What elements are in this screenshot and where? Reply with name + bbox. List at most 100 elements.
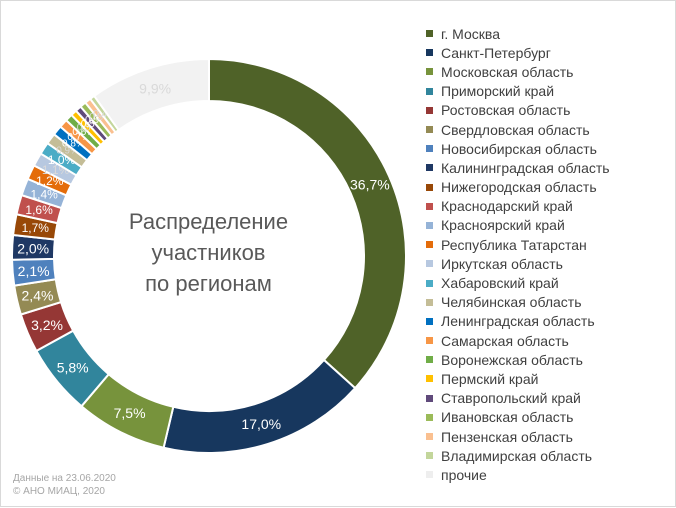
- donut-slice-label-6: 2,4%: [22, 287, 54, 303]
- legend-swatch: [426, 202, 433, 210]
- legend-label: г. Москва: [441, 25, 500, 42]
- legend-swatch: [426, 126, 433, 134]
- legend-swatch: [426, 183, 433, 191]
- legend-item-6: Свердловская область: [426, 120, 676, 139]
- legend-item-23: Владимирская область: [426, 446, 676, 465]
- donut-slice-label-20: 0,5%: [81, 119, 104, 130]
- legend-swatch: [426, 145, 433, 153]
- donut-slice-label-10: 1,6%: [25, 203, 53, 217]
- legend-item-11: Красноярский край: [426, 216, 676, 235]
- legend-item-13: Иркутская область: [426, 254, 676, 273]
- legend-swatch: [426, 68, 433, 76]
- donut-slice-label-23: 0,4%: [93, 109, 116, 120]
- donut-slice-label-15: 0,9%: [56, 146, 79, 157]
- legend-label: Пермский край: [441, 370, 539, 387]
- footnote-date: Данные на 23.06.2020: [13, 473, 116, 484]
- donut-slice-label-5: 3,2%: [31, 317, 63, 333]
- donut-slice-label-4: 5,8%: [57, 359, 89, 375]
- legend-item-9: Нижегородская область: [426, 178, 676, 197]
- legend-swatch: [426, 394, 433, 402]
- legend-swatch: [426, 106, 433, 114]
- legend-label: Самарская область: [441, 332, 569, 349]
- donut-slice-label-8: 2,0%: [17, 240, 49, 256]
- donut-slice-label-1: 36,7%: [350, 177, 390, 193]
- legend-item-19: Пермский край: [426, 369, 676, 388]
- chart-title-line-1: Распределение: [128, 209, 289, 234]
- footnote-copyright: © АНО МИАЦ, 2020: [13, 486, 105, 497]
- donut-slice-label-18: 0,6%: [72, 127, 95, 138]
- legend-label: Краснодарский край: [441, 198, 573, 215]
- chart-title-line-3: по регионам: [145, 271, 272, 296]
- legend-swatch: [426, 87, 433, 95]
- donut-slice-label-24: 9,9%: [139, 80, 171, 96]
- legend-swatch: [426, 260, 433, 268]
- legend-item-3: Московская область: [426, 62, 676, 81]
- donut-slice-label-21: 0,5%: [85, 115, 108, 126]
- legend-label: Ивановская область: [441, 409, 574, 426]
- legend-item-20: Ставропольский край: [426, 389, 676, 408]
- legend-swatch: [426, 452, 433, 460]
- donut-slice-label-3: 7,5%: [114, 405, 146, 421]
- legend-label: Ростовская область: [441, 102, 571, 119]
- legend-item-15: Челябинская область: [426, 293, 676, 312]
- legend-item-8: Калининградская область: [426, 158, 676, 177]
- legend-label: прочие: [441, 466, 487, 483]
- donut-slice-label-9: 1,7%: [22, 221, 50, 235]
- chart-title: Распределение участников по регионам: [101, 206, 316, 299]
- legend-label: Московская область: [441, 63, 574, 80]
- legend-swatch: [426, 337, 433, 345]
- legend-label: Новосибирская область: [441, 140, 597, 157]
- legend-swatch: [426, 164, 433, 172]
- legend-label: Воронежская область: [441, 351, 583, 368]
- donut-slice-24: [92, 57, 210, 132]
- legend-label: Иркутская область: [441, 255, 563, 272]
- legend-item-2: Санкт-Петербург: [426, 43, 676, 62]
- legend-item-14: Хабаровский край: [426, 273, 676, 292]
- legend-label: Пензенская область: [441, 428, 573, 445]
- legend-swatch: [426, 317, 433, 325]
- donut-slice-label-7: 2,1%: [18, 263, 50, 279]
- legend-swatch: [426, 241, 433, 249]
- legend-swatch: [426, 49, 433, 57]
- legend-swatch: [426, 30, 433, 38]
- donut-slice-label-22: 0,5%: [89, 112, 112, 123]
- legend-item-22: Пензенская область: [426, 427, 676, 446]
- legend-swatch: [426, 433, 433, 441]
- legend-swatch: [426, 298, 433, 306]
- legend-label: Ставропольский край: [441, 390, 581, 407]
- legend-label: Хабаровский край: [441, 275, 559, 292]
- legend-swatch: [426, 471, 433, 479]
- legend-label: Владимирская область: [441, 447, 593, 464]
- donut-slice-label-17: 0,7%: [67, 132, 90, 143]
- legend-item-7: Новосибирская область: [426, 139, 676, 158]
- legend-swatch: [426, 375, 433, 383]
- legend-item-1: г. Москва: [426, 24, 676, 43]
- legend-label: Челябинская область: [441, 294, 582, 311]
- legend-item-12: Республика Татарстан: [426, 235, 676, 254]
- donut-slice-label-2: 17,0%: [241, 416, 281, 432]
- footnote: Данные на 23.06.2020 © АНО МИАЦ, 2020: [13, 472, 116, 498]
- legend-item-24: прочие: [426, 465, 676, 484]
- legend-label: Санкт-Петербург: [441, 44, 551, 61]
- donut-slice-label-19: 0,5%: [77, 123, 100, 134]
- legend-swatch: [426, 356, 433, 364]
- legend-item-4: Приморский край: [426, 82, 676, 101]
- legend-label: Калининградская область: [441, 159, 610, 176]
- legend-swatch: [426, 413, 433, 421]
- legend-item-5: Ростовская область: [426, 101, 676, 120]
- legend-swatch: [426, 221, 433, 229]
- legend-item-18: Воронежская область: [426, 350, 676, 369]
- legend-label: Нижегородская область: [441, 179, 597, 196]
- legend-label: Свердловская область: [441, 121, 590, 138]
- donut-slice-2: [162, 358, 357, 454]
- legend: г. Москва Санкт-Петербург Московская облас…: [426, 24, 676, 485]
- legend-label: Ленинградская область: [441, 313, 595, 330]
- legend-label: Красноярский край: [441, 217, 565, 234]
- legend-label: Республика Татарстан: [441, 236, 587, 253]
- donut-slice-label-16: 0,8%: [62, 138, 85, 149]
- legend-swatch: [426, 279, 433, 287]
- legend-item-21: Ивановская область: [426, 408, 676, 427]
- chart-title-line-2: участников: [151, 240, 266, 265]
